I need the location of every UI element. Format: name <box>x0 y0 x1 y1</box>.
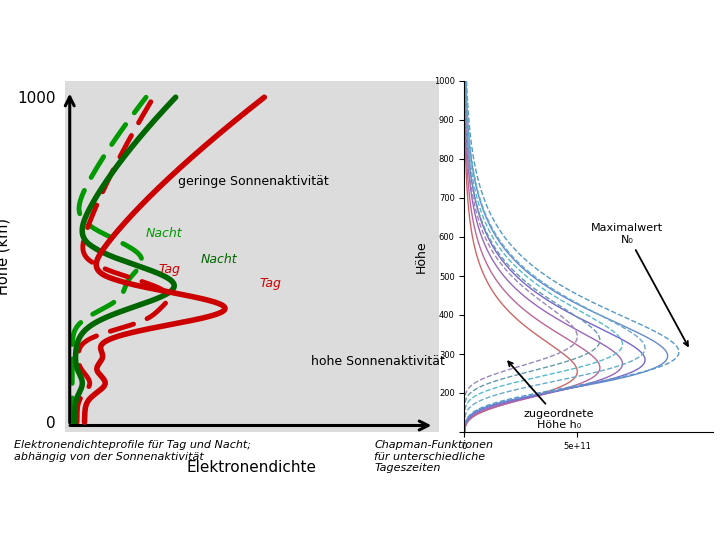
Text: Nacht: Nacht <box>146 227 183 240</box>
Text: Tag: Tag <box>158 263 180 276</box>
Y-axis label: Höhe (km): Höhe (km) <box>0 218 10 295</box>
Text: FGS – Begutachtung, 23.-25.6.2010, Bad Kötzting —  11: FGS – Begutachtung, 23.-25.6.2010, Bad K… <box>13 519 305 529</box>
Text: geringe Sonnenaktivität: geringe Sonnenaktivität <box>178 175 329 188</box>
Y-axis label: Höhe: Höhe <box>415 240 428 273</box>
Text: Nacht: Nacht <box>200 253 237 266</box>
Text: Maximalwert
N₀: Maximalwert N₀ <box>591 223 688 346</box>
Text: Elektronendichte: Elektronendichte <box>187 460 317 475</box>
Text: Elektronendichteprofile für Tag und Nacht;
abhängig von der Sonnenaktivität: Elektronendichteprofile für Tag und Nach… <box>14 440 251 462</box>
Text: Physikalischer Ansatz für die Elektronendichte: Physikalischer Ansatz für die Elektronen… <box>13 19 636 43</box>
Text: hohe Sonnenaktivität: hohe Sonnenaktivität <box>311 355 445 368</box>
Text: Chapman-Funktionen
für unterschiedliche
Tageszeiten: Chapman-Funktionen für unterschiedliche … <box>374 440 493 473</box>
Text: Tag: Tag <box>259 278 282 291</box>
Text: zugeordnete
Höhe h₀: zugeordnete Höhe h₀ <box>508 361 595 430</box>
